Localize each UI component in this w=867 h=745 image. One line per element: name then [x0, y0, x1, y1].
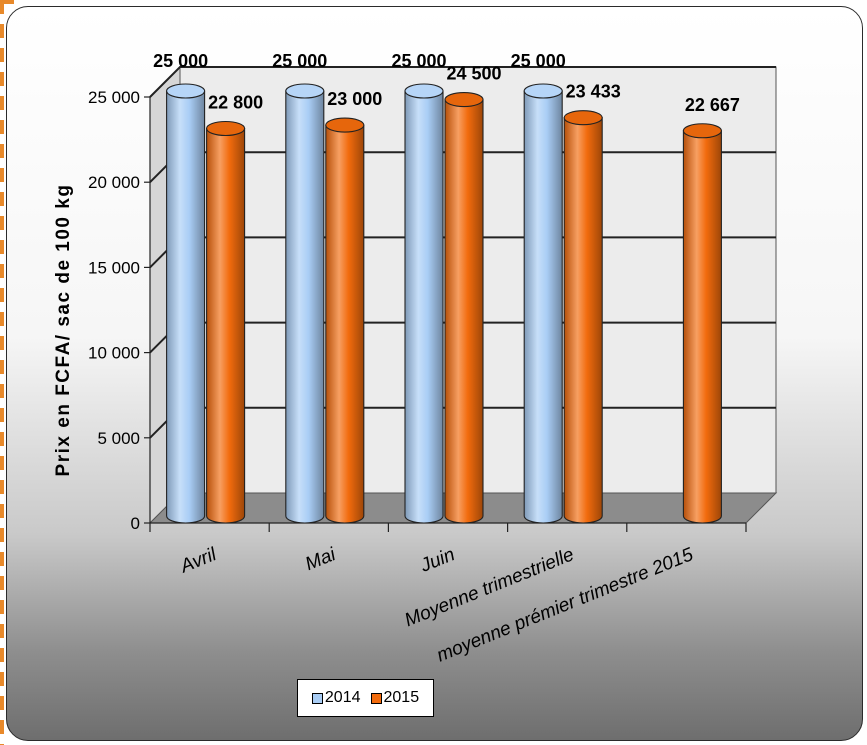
y-axis-label: Prix en FCFA/ sac de 100 kg [53, 184, 74, 477]
data-label: 24 500 [446, 64, 501, 84]
bar-body [523, 90, 563, 524]
bar-top [444, 91, 484, 108]
bar-body [444, 98, 484, 524]
bar-body [404, 90, 444, 524]
legend-label-2014: 2014 [324, 689, 361, 706]
bar-body [206, 127, 246, 524]
y-tick-label: 5 000 [97, 429, 140, 448]
bar-body [285, 90, 325, 524]
bar-2014-2 [285, 83, 325, 524]
y-tick-label: 0 [131, 514, 140, 533]
bar-top [404, 83, 444, 99]
bar-2014-3 [404, 83, 444, 524]
data-label: 25 000 [391, 51, 446, 71]
bar-2014-1 [166, 83, 206, 524]
decorative-dashed-border [0, 0, 4, 745]
bar-top [285, 83, 325, 99]
x-category-label: Avril [177, 544, 220, 578]
y-tick-label: 25 000 [88, 88, 140, 107]
bar-top [682, 123, 722, 139]
data-label: 25 000 [272, 51, 327, 71]
x-category-label: Mai [302, 544, 339, 575]
data-label: 22 667 [685, 95, 740, 115]
y-tick-label: 15 000 [88, 258, 140, 277]
bar-2015-3 [444, 91, 484, 524]
bar-2015-1 [206, 120, 246, 524]
decorative-dashed-border-top [0, 0, 22, 4]
y-tick-label: 20 000 [88, 173, 140, 192]
bar-body [563, 117, 603, 524]
data-label: 22 800 [208, 92, 263, 112]
bar-2015-5 [682, 123, 722, 524]
bar-top [206, 120, 246, 137]
legend-item-2014: 2014 [311, 689, 361, 707]
legend-swatch-2015 [370, 692, 382, 704]
gridline [149, 66, 776, 98]
data-label: 23 433 [566, 82, 621, 102]
bar-body [166, 90, 206, 524]
bar-2015-4 [563, 110, 603, 524]
legend-label-2015: 2015 [383, 689, 420, 706]
bar-top [166, 83, 206, 99]
legend-item-2015: 2015 [370, 689, 420, 707]
chart-legend: 2014 2015 [297, 679, 434, 717]
y-tick-label: 10 000 [88, 344, 140, 363]
bar-top [325, 117, 365, 133]
bar-top [563, 110, 603, 126]
bar-body [325, 124, 365, 524]
bar-top [523, 83, 563, 99]
bar-body [682, 130, 722, 524]
data-label: 23 000 [327, 89, 382, 109]
legend-swatch-2014 [311, 692, 323, 704]
data-label: 25 000 [511, 51, 566, 71]
data-label: 25 000 [153, 51, 208, 71]
bar-2015-2 [325, 117, 365, 524]
x-category-label: Juin [417, 544, 458, 577]
bar-2014-4 [523, 83, 563, 524]
